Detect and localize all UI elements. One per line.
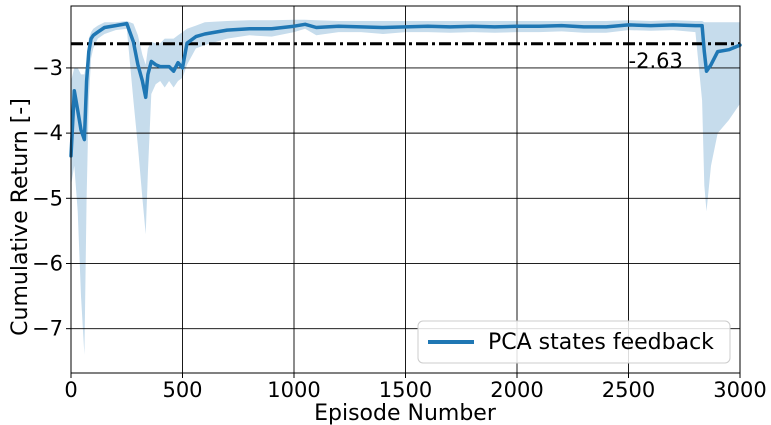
x-tick-label: 1500: [379, 378, 432, 402]
axis-ticks: 0 500 1000 1500 2000 2500 3000 −7 −6 −5 −4 −3: [32, 56, 767, 402]
x-tick-label: 2500: [602, 378, 655, 402]
legend-box: [417, 320, 731, 364]
x-tick-label: 0: [64, 378, 77, 402]
x-axis-label: Episode Number: [314, 401, 497, 425]
series-line: [69, 21, 742, 158]
y-axis-label: Cumulative Return [-]: [8, 98, 33, 336]
reference-value-label: -2.63: [629, 49, 683, 73]
legend-label: PCA states feedback: [488, 330, 714, 355]
y-tick-label: −6: [32, 251, 63, 275]
confidence-band: [71, 19, 740, 355]
y-tick-label: −7: [32, 317, 63, 341]
series-line-layer: [69, 21, 742, 158]
confidence-band-layer: [71, 19, 740, 355]
y-tick-label: −3: [32, 56, 63, 80]
x-tick-label: 1000: [267, 378, 320, 402]
y-tick-label: −4: [32, 121, 63, 145]
x-tick-label: 2000: [490, 378, 543, 402]
legend: PCA states feedback: [417, 320, 731, 364]
y-tick-label: −5: [32, 186, 63, 210]
x-tick-label: 3000: [713, 378, 766, 402]
x-tick-label: 500: [162, 378, 202, 402]
